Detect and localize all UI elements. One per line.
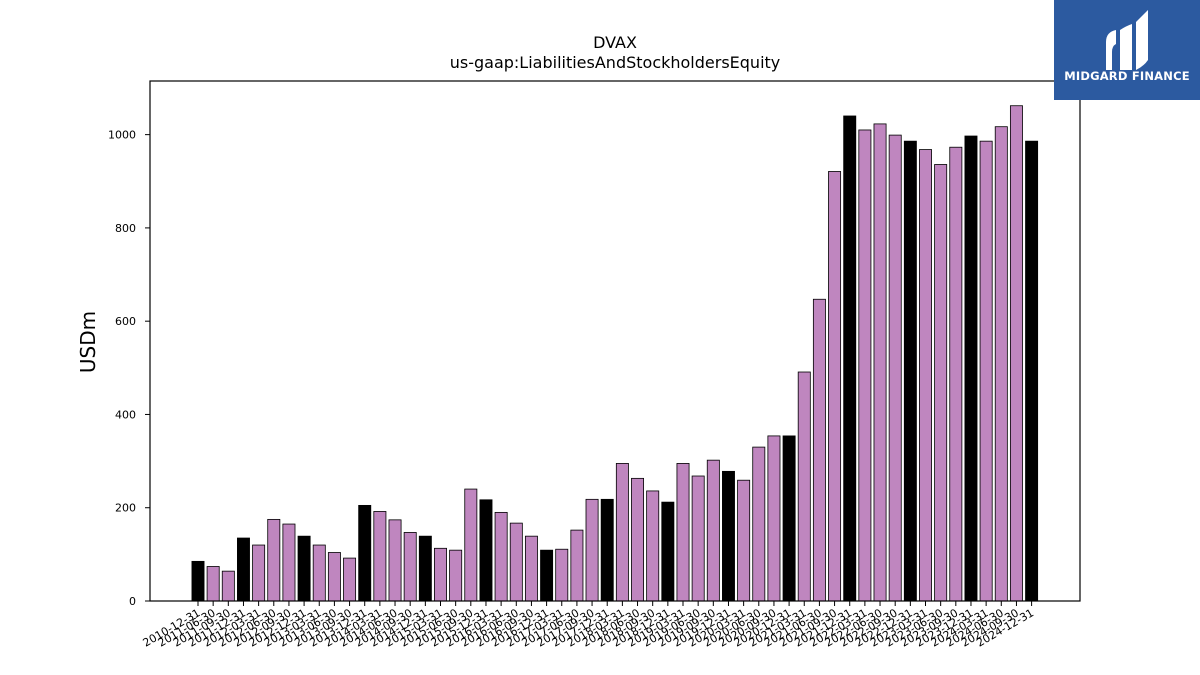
bar-2017-09-30	[585, 498, 599, 602]
bar-2024-06-30	[994, 126, 1008, 602]
bar-2015-12-31	[479, 499, 493, 602]
bar-2018-12-31	[661, 501, 675, 602]
bar-2021-09-30	[828, 171, 842, 602]
y-tick-label: 200	[115, 502, 136, 515]
y-axis: 0 200 400 600 800 1000	[108, 129, 150, 608]
bar-2015-09-30	[464, 488, 478, 602]
bar-2016-12-31	[540, 549, 554, 602]
bar-2023-06-30	[934, 164, 948, 602]
bar-2020-12-31	[782, 435, 796, 602]
bar-2013-12-31	[358, 504, 372, 602]
bar-2018-03-31	[615, 463, 629, 602]
bar-2024-09-30	[1009, 105, 1023, 602]
bar-2020-09-30	[767, 435, 781, 602]
bar-2021-03-31	[797, 371, 811, 602]
y-tick-label: 400	[115, 408, 136, 421]
bar-2017-06-30	[570, 529, 584, 602]
bar-2012-09-30	[282, 523, 296, 602]
y-tick-label: 800	[115, 222, 136, 235]
chart-title: DVAX	[593, 33, 637, 52]
bar-2014-12-31	[418, 535, 432, 602]
bar-2014-06-30	[388, 519, 402, 602]
bar-2020-06-30	[752, 446, 766, 602]
bar-2015-06-30	[449, 549, 463, 602]
bar-2023-12-31	[964, 135, 978, 602]
bar-2011-06-30	[206, 566, 220, 602]
bar-2024-03-31	[979, 140, 993, 602]
bar-2022-03-31	[858, 129, 872, 602]
bar-2021-12-31	[843, 115, 857, 602]
bar-2023-03-31	[919, 149, 932, 602]
bars-group	[191, 105, 1039, 602]
bar-2011-12-31	[237, 537, 250, 602]
bar-2017-12-31	[600, 498, 614, 602]
bar-2024-12-31	[1025, 140, 1039, 602]
bar-2017-03-31	[555, 548, 569, 602]
x-axis: 2010-12-312011-06-302011-09-302011-12-31…	[141, 601, 1036, 650]
y-tick-label: 600	[115, 315, 136, 328]
bar-2019-03-31	[676, 463, 690, 602]
midgard-finance-logo: MIDGARD FINANCE	[1054, 0, 1200, 100]
bar-2022-12-31	[903, 140, 917, 602]
bar-2013-06-30	[327, 552, 341, 602]
bar-2012-03-31	[252, 544, 266, 602]
y-axis-label: USDm	[76, 311, 100, 373]
y-tick-label: 1000	[108, 129, 136, 142]
bar-2019-09-30	[706, 459, 720, 602]
bar-2016-06-30	[509, 522, 523, 602]
logo-text: MIDGARD FINANCE	[1064, 69, 1190, 83]
bar-2010-12-31	[191, 560, 205, 602]
bar-2016-03-31	[494, 511, 508, 602]
bar-2016-09-30	[524, 535, 538, 602]
logo-mark-icon	[1106, 10, 1148, 70]
bar-2021-06-30	[812, 298, 826, 602]
bar-2014-09-30	[403, 532, 417, 602]
bar-2015-03-31	[434, 547, 447, 602]
bar-2018-06-30	[631, 477, 644, 602]
bar-2011-09-30	[221, 570, 235, 602]
bar-2019-12-31	[722, 470, 735, 602]
chart-subtitle: us-gaap:LiabilitiesAndStockholdersEquity	[450, 53, 781, 72]
bar-2022-06-30	[873, 123, 887, 602]
bar-2013-03-31	[312, 544, 326, 602]
bar-2012-12-31	[297, 535, 311, 602]
y-tick-label: 0	[129, 595, 136, 608]
plot-frame	[149, 80, 1081, 602]
bar-2020-03-31	[737, 479, 751, 602]
bar-2022-09-30	[888, 134, 902, 602]
bar-2018-09-30	[646, 490, 660, 602]
bar-2014-03-31	[373, 511, 387, 602]
bar-2019-06-30	[691, 475, 705, 602]
bar-2012-06-30	[267, 518, 281, 602]
bar-2023-09-30	[949, 146, 963, 602]
bar-2013-09-30	[343, 557, 357, 602]
